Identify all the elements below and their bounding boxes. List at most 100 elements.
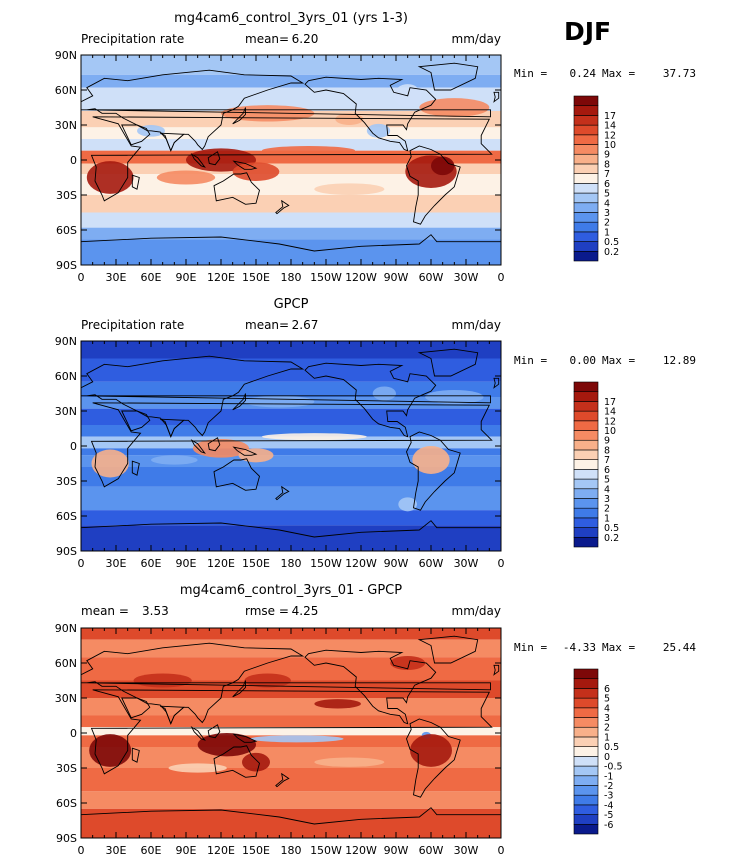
colorbar-box [573, 746, 599, 757]
field-region [314, 699, 361, 709]
colorbar-label: 2 [604, 723, 610, 734]
colorbar-label: 6 [604, 684, 610, 695]
colorbar-label: 2 [604, 504, 610, 515]
colorbar-box [573, 488, 599, 499]
colorbar-box [573, 688, 599, 699]
coastline-japan [232, 680, 246, 698]
coastline-madagascar [131, 747, 140, 763]
colorbar-box [573, 707, 599, 718]
y-tick-label: 60N [55, 84, 77, 97]
x-tick-label: 30W [454, 271, 479, 284]
x-tick-label: 90W [384, 557, 409, 570]
colorbar-box [573, 449, 599, 460]
colorbar-label: 0.2 [604, 247, 619, 258]
colorbar-box [573, 717, 599, 728]
coastline-uk [493, 377, 500, 389]
field-band [81, 195, 501, 213]
x-tick-label: 120E [207, 271, 235, 284]
y-tick-label: 60S [56, 510, 77, 523]
min-value: 0.24 [570, 67, 597, 80]
y-tick-label: 30S [56, 762, 77, 775]
coastlines [81, 62, 501, 265]
coastline-uk [493, 664, 500, 676]
x-tick-label: 0 [498, 844, 505, 857]
colorbar-box [573, 794, 599, 806]
coastline-greenland [417, 635, 479, 664]
coastline-eurasia [81, 69, 491, 152]
field-region [419, 98, 490, 117]
coastline-samerica [406, 718, 461, 798]
panel-title: GPCP [274, 297, 309, 312]
field-band [81, 455, 501, 467]
panel-stat-label: mean= [245, 32, 289, 46]
field-band [81, 639, 501, 658]
colorbar-box [573, 231, 599, 242]
coastline-greenland [417, 348, 479, 377]
field-band [81, 791, 501, 809]
coastline-nz [275, 485, 290, 501]
colorbar-label: -5 [604, 810, 613, 821]
colorbar-label: 4 [604, 484, 610, 495]
field-band [81, 74, 501, 88]
coastline-arabia [121, 697, 151, 719]
colorbar-box [573, 668, 599, 680]
colorbar-box [573, 381, 599, 393]
y-tick-label: 60S [56, 797, 77, 810]
field-region [250, 735, 344, 743]
colorbar-label: 3 [604, 713, 610, 724]
x-tick-label: 90E [176, 557, 197, 570]
colorbar-label: -0.5 [604, 762, 623, 773]
coastline-antarctica [81, 807, 501, 838]
x-tick-label: 60W [419, 557, 444, 570]
colorbar-box [573, 391, 599, 402]
coastline-antarctica-wrap2 [500, 814, 501, 838]
colorbar-box [573, 517, 599, 528]
x-tick-label: 0 [498, 557, 505, 570]
x-tick-label: 0 [78, 271, 85, 284]
x-tick-label: 180 [281, 557, 302, 570]
colorbar-box [573, 115, 599, 126]
colorbar-box [573, 401, 599, 412]
y-tick-label: 30S [56, 475, 77, 488]
field-region [89, 734, 132, 767]
x-tick-label: 30E [106, 844, 127, 857]
colorbar-box [573, 420, 599, 431]
y-tick-label: 60N [55, 370, 77, 383]
colorbar-label: 7 [604, 169, 610, 180]
colorbar-box [573, 469, 599, 480]
colorbar-label: -1 [604, 771, 613, 782]
field-region [197, 733, 256, 757]
field-band [81, 715, 501, 728]
coastline-newguinea [232, 446, 258, 456]
field-band [81, 127, 501, 139]
field-region [133, 673, 192, 688]
colorbar-label: 1 [604, 227, 610, 238]
coastline-eurasia-wrap2 [500, 387, 501, 397]
colorbar-label: 14 [604, 121, 616, 132]
y-tick-label: 0 [70, 154, 77, 167]
x-tick-label: 60W [419, 844, 444, 857]
coastline-eurasia-wrap [0, 643, 71, 724]
coastline-borneo [207, 151, 221, 166]
field-band [81, 227, 501, 240]
colorbar-box [573, 410, 599, 422]
field-region [193, 439, 249, 458]
field-band [81, 510, 501, 526]
field-band [81, 381, 501, 397]
panel-title: mg4cam6_control_3yrs_01 - GPCP [180, 583, 402, 598]
coastline-borneo [207, 724, 221, 739]
colorbar-box [573, 536, 599, 548]
field-band [81, 486, 501, 511]
panel-stat-value: 4.25 [292, 604, 319, 618]
colorbar-label: 0.5 [604, 742, 619, 753]
min-value: -4.33 [563, 641, 596, 654]
panel-title: mg4cam6_control_3yrs_01 (yrs 1-3) [174, 11, 408, 26]
colorbar-box [573, 459, 599, 470]
colorbar-label: -3 [604, 791, 613, 802]
field-band [81, 467, 501, 487]
field-band [81, 163, 501, 174]
x-tick-label: 150E [242, 271, 270, 284]
field-region [366, 123, 391, 138]
